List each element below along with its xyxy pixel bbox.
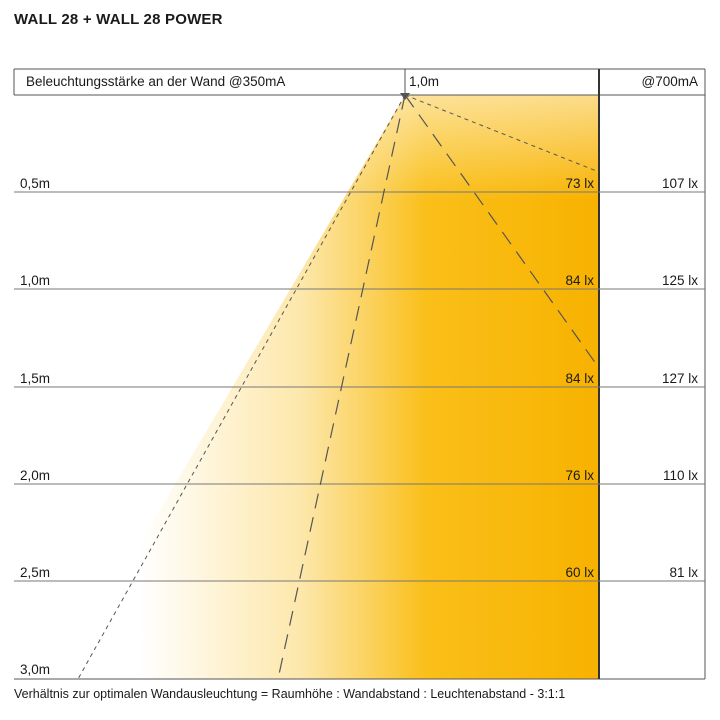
luminaire-marker <box>400 93 410 100</box>
light-beam-top-fade <box>300 95 599 200</box>
lux-700-value: 110 lx <box>663 468 698 483</box>
diagram-title: WALL 28 + WALL 28 POWER <box>14 11 223 28</box>
row-3: 2,0m 76 lx 110 lx <box>20 468 698 483</box>
height-label: 2,0m <box>20 468 50 483</box>
lux-350-value: 60 lx <box>565 565 594 580</box>
header-left-label: Beleuchtungsstärke an der Wand @350mA <box>26 74 285 89</box>
lux-350-value: 84 lx <box>565 371 594 386</box>
height-label: 1,0m <box>20 273 50 288</box>
lux-700-value: 127 lx <box>662 371 698 386</box>
beam-outer-edge-right <box>404 94 600 173</box>
header-distance-label: 1,0m <box>409 74 439 89</box>
row-5: 3,0m <box>20 662 50 677</box>
table-frame <box>13 68 706 680</box>
height-label: 3,0m <box>20 662 50 677</box>
lux-700-value: 81 lx <box>669 565 698 580</box>
beam-lines <box>77 94 600 680</box>
row-1: 1,0m 84 lx 125 lx <box>20 273 698 288</box>
row-4: 2,5m 60 lx 81 lx <box>20 565 698 580</box>
ratio-footnote: Verhältnis zur optimalen Wandausleuchtun… <box>14 687 566 701</box>
lux-350-value: 76 lx <box>565 468 594 483</box>
lux-700-value: 125 lx <box>662 273 698 288</box>
beam-inner-edge-left <box>277 94 406 680</box>
height-label: 1,5m <box>20 371 50 386</box>
header-right-label: @700mA <box>642 74 698 89</box>
lux-350-value: 73 lx <box>565 176 594 191</box>
height-label: 0,5m <box>20 176 50 191</box>
row-dividers <box>14 191 705 582</box>
height-label: 2,5m <box>20 565 50 580</box>
lux-350-value: 84 lx <box>565 273 594 288</box>
beam-inner-edge-right <box>404 94 600 369</box>
row-0: 0,5m 73 lx 107 lx <box>20 176 698 191</box>
lux-700-value: 107 lx <box>662 176 698 191</box>
row-2: 1,5m 84 lx 127 lx <box>20 371 698 386</box>
